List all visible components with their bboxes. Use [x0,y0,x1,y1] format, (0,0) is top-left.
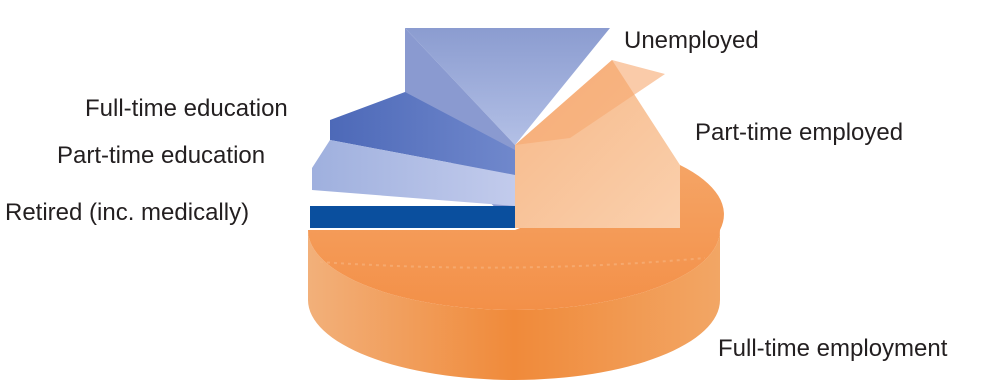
label-full-time-employment: Full-time employment [718,335,948,362]
slice-full-time-education [330,92,515,175]
label-unemployed: Unemployed [624,27,759,54]
label-retired: Retired (inc. medically) [5,199,249,226]
label-part-time-employed: Part-time employed [695,119,903,146]
label-full-time-education: Full-time education [85,95,288,122]
slice-unemployed [405,28,610,145]
label-part-time-education: Part-time education [57,142,265,169]
slice-part-time-education [312,140,515,206]
slice-part-time-employed [515,60,680,228]
slice-full-time-employment-side [308,230,720,380]
slice-retired [310,206,515,228]
